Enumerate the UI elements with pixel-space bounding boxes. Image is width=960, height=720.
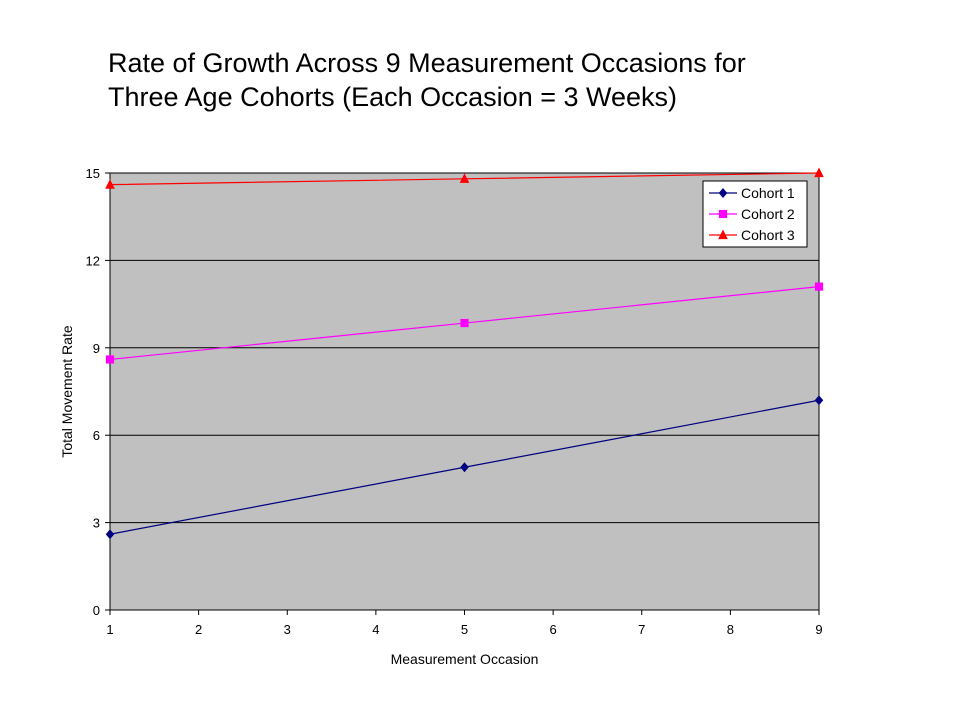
x-tick-label: 8 <box>727 622 734 637</box>
data-point-diamond <box>814 395 824 406</box>
data-point-square <box>814 282 824 291</box>
x-tick-label: 3 <box>284 622 291 637</box>
data-point-square <box>460 318 469 328</box>
y-tick-label: 3 <box>93 516 100 531</box>
chart-title-line-1: Rate of Growth Across 9 Measurement Occa… <box>108 48 746 78</box>
y-tick-label: 0 <box>93 603 100 618</box>
data-point-triangle <box>105 179 115 189</box>
legend-label: Cohort 2 <box>741 206 795 222</box>
y-axis-title: Total Movement Rate <box>59 325 75 457</box>
y-tick-label: 9 <box>93 341 100 356</box>
x-axis-title: Measurement Occasion <box>391 651 539 667</box>
legend-label: Cohort 1 <box>741 185 795 201</box>
series-3 <box>105 167 824 189</box>
chart-title-line-2: Three Age Cohorts (Each Occasion = 3 Wee… <box>108 82 678 112</box>
x-tick-label: 6 <box>550 622 557 637</box>
data-point-triangle <box>814 167 824 178</box>
legend-item: Cohort 1 <box>709 185 795 201</box>
data-point-square <box>105 355 115 364</box>
data-point-diamond <box>718 188 728 198</box>
y-tick-label: 15 <box>86 166 100 181</box>
data-point-square <box>718 209 728 219</box>
series-1 <box>105 395 824 540</box>
x-tick-label: 7 <box>638 622 645 637</box>
y-tick-label: 12 <box>86 253 100 268</box>
axes <box>105 172 820 615</box>
y-tick-label: 6 <box>93 428 100 443</box>
legend: Cohort 1 Cohort 2 Cohort 3 <box>702 180 808 248</box>
data-point-triangle <box>718 229 728 240</box>
series-2 <box>105 282 824 364</box>
chart-title: Rate of Growth Across 9 Measurement Occa… <box>108 46 928 114</box>
series-group <box>105 167 824 540</box>
x-tick-label: 1 <box>106 622 113 637</box>
plot-area <box>109 172 820 611</box>
legend-label: Cohort 3 <box>741 227 795 243</box>
data-point-diamond <box>105 529 115 540</box>
legend-item: Cohort 3 <box>709 227 795 243</box>
x-tick-label: 2 <box>195 622 202 637</box>
data-point-triangle <box>459 173 470 183</box>
legend-item: Cohort 2 <box>709 206 795 222</box>
x-tick-label: 4 <box>372 622 379 637</box>
x-tick-label: 9 <box>815 622 822 637</box>
data-point-diamond <box>460 462 469 473</box>
x-tick-label: 5 <box>461 622 468 637</box>
